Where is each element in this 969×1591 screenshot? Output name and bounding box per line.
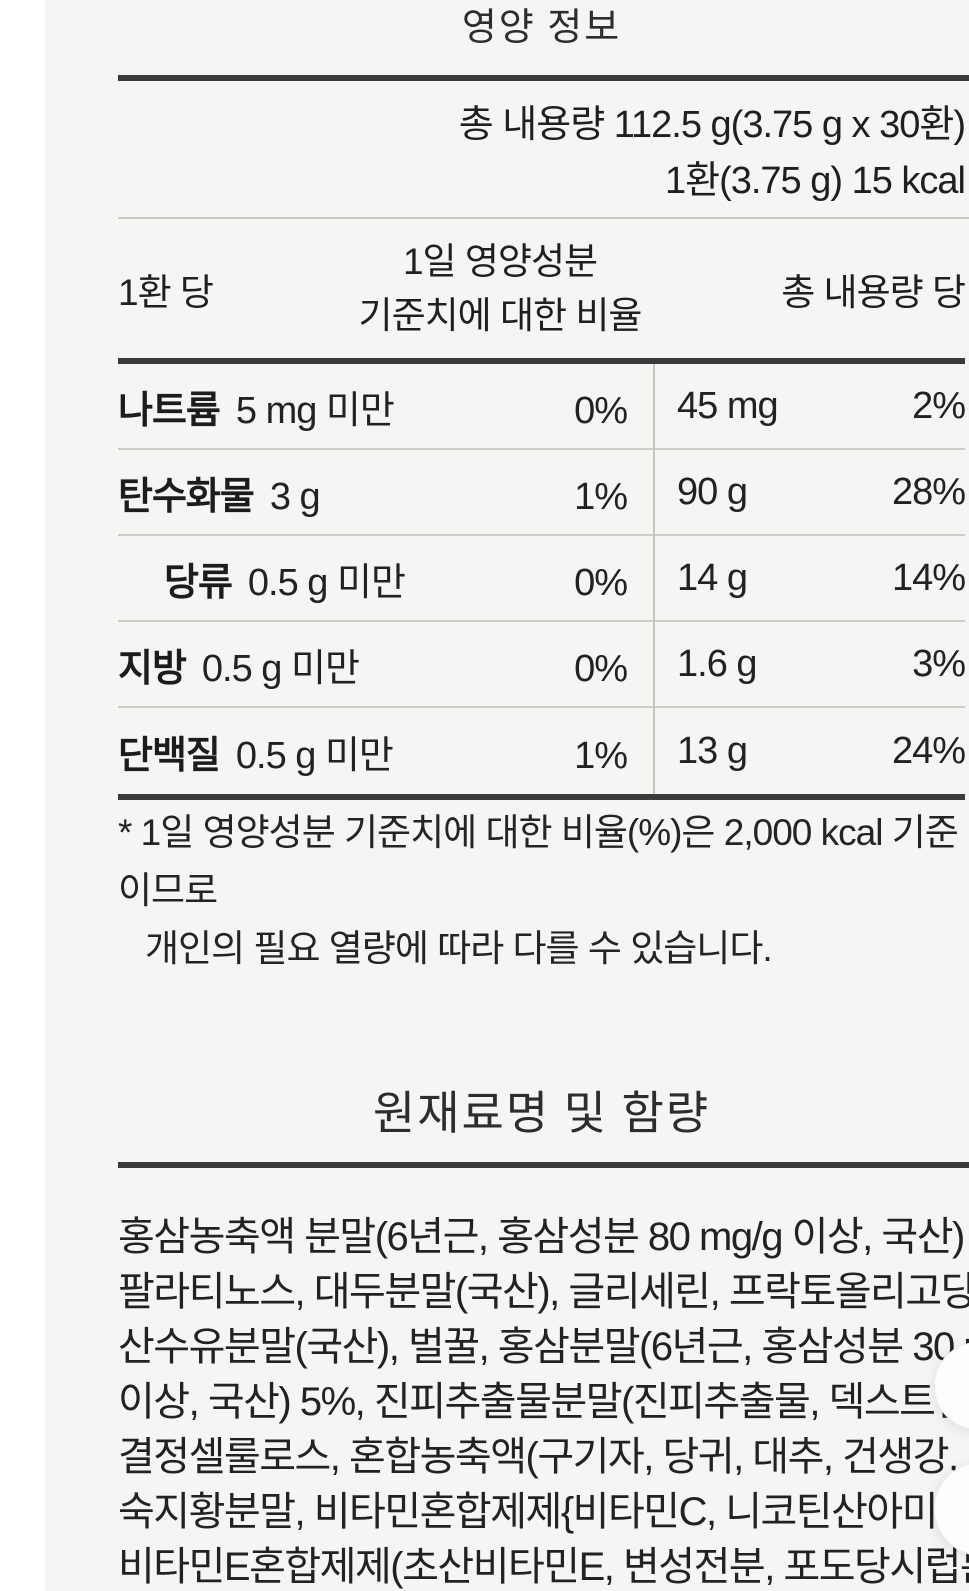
nutrient-amount: 0.5 g 미만 (247, 561, 406, 604)
nutrition-table: 나트륨 5 mg 미만 0% 45 mg 2% 탄수화물 3 g 1% 90 g (118, 358, 966, 800)
total-pct: 2% (912, 384, 966, 427)
nutrient-name: 나트륨 (118, 389, 221, 432)
total-amount: 13 g (677, 729, 748, 772)
total-amount: 1.6 g (677, 642, 758, 685)
ingredient-line: 산수유분말(국산), 벌꿀, 홍삼분말(6년근, 홍삼성분 30 mg/g (118, 1325, 969, 1369)
total-pct: 14% (891, 556, 966, 599)
ingredient-line: 비타민E혼합제제(초산비타민E, 변성전분, 포도당시럽분말, (118, 1545, 969, 1589)
daily-value-footnote: * 1일 영양성분 기준치에 대한 비율(%)은 2,000 kcal 기준이므… (118, 804, 965, 978)
col-header-daily-value-line2: 기준치에 대한 비율 (358, 294, 643, 336)
divider-rule-thin (118, 217, 969, 219)
nutrition-content: 영양 정보 총 내용량 112.5 g(3.75 g x 30환) 1환(3.7… (45, 0, 969, 1591)
per-pill-calories: 1환(3.75 g) 15 kcal (664, 160, 966, 202)
table-column-divider (653, 364, 655, 794)
table-row-carbohydrate: 탄수화물 3 g 1% 90 g 28% (118, 450, 966, 536)
total-pct: 24% (891, 729, 966, 772)
table-row-sodium: 나트륨 5 mg 미만 0% 45 mg 2% (118, 364, 966, 450)
total-pct: 3% (912, 642, 966, 685)
ingredient-line: 팔라티노스, 대두분말(국산), 글리세린, 프락토올리고당, (118, 1270, 969, 1314)
daily-value-pct: 0% (574, 561, 628, 604)
table-row-protein: 단백질 0.5 g 미만 1% 13 g 24% (118, 708, 966, 794)
nutrient-amount: 0.5 g 미만 (235, 734, 394, 777)
daily-value-pct: 0% (574, 647, 628, 690)
left-margin-strip (0, 0, 45, 1591)
nutrition-title: 영양 정보 (461, 7, 622, 49)
total-content-block: 총 내용량 112.5 g(3.75 g x 30환) 1환(3.75 g) 1… (118, 97, 966, 209)
footnote-line-2: 개인의 필요 열량에 따라 다를 수 있습니다. (145, 928, 773, 969)
ingredient-line: 결정셀룰로스, 혼합농축액(구기자, 당귀, 대추, 건생강, 녹용), (118, 1435, 969, 1479)
daily-value-pct: 0% (574, 389, 628, 432)
total-amount: 90 g (677, 470, 748, 513)
footnote-line-1: * 1일 영양성분 기준치에 대한 비율(%)은 2,000 kcal 기준이므… (118, 812, 959, 911)
table-column-headers: 1환 당 1일 영양성분 기준치에 대한 비율 총 내용량 당 (118, 219, 966, 358)
col-header-daily-value-line1: 1일 영양성분 (402, 240, 598, 282)
ingredients-text: 홍삼농축액 분말(6년근, 홍삼성분 80 mg/g 이상, 국산) 15.3%… (118, 1210, 969, 1591)
divider-rule-top (118, 75, 969, 81)
total-amount: 14 g (677, 556, 748, 599)
ingredient-line: 이상, 국산) 5%, 진피추출물분말(진피추출물, 덱스트린), (118, 1380, 969, 1424)
nutrient-name: 탄수화물 (118, 475, 255, 518)
total-amount: 45 mg (677, 384, 779, 427)
nutrient-name: 지방 (118, 647, 187, 690)
table-row-fat: 지방 0.5 g 미만 0% 1.6 g 3% (118, 622, 966, 708)
col-header-per-total: 총 내용량 당 (781, 271, 966, 313)
total-pct: 28% (891, 470, 966, 513)
ingredient-line: 숙지황분말, 비타민혼합제제{비타민C, 니코틴산아미드, (118, 1490, 969, 1534)
col-header-per-pill: 1환 당 (118, 271, 214, 313)
daily-value-pct: 1% (574, 734, 628, 777)
divider-rule-ingredients (118, 1162, 969, 1168)
nutrient-name: 단백질 (118, 734, 221, 777)
ingredients-title: 원재료명 및 함량 (372, 1088, 711, 1139)
nutrient-name: 당류 (164, 561, 233, 604)
table-row-sugars: 당류 0.5 g 미만 0% 14 g 14% (118, 536, 966, 622)
nutrient-amount: 5 mg 미만 (235, 389, 395, 432)
total-content-amount: 총 내용량 112.5 g(3.75 g x 30환) (458, 104, 966, 146)
nutrient-amount: 0.5 g 미만 (201, 647, 360, 690)
daily-value-pct: 1% (574, 475, 628, 518)
nutrient-amount: 3 g (269, 475, 321, 518)
col-header-daily-value: 1일 영양성분 기준치에 대한 비율 (330, 235, 670, 343)
ingredient-line: 홍삼농축액 분말(6년근, 홍삼성분 80 mg/g 이상, 국산) 15.3%… (118, 1215, 969, 1259)
